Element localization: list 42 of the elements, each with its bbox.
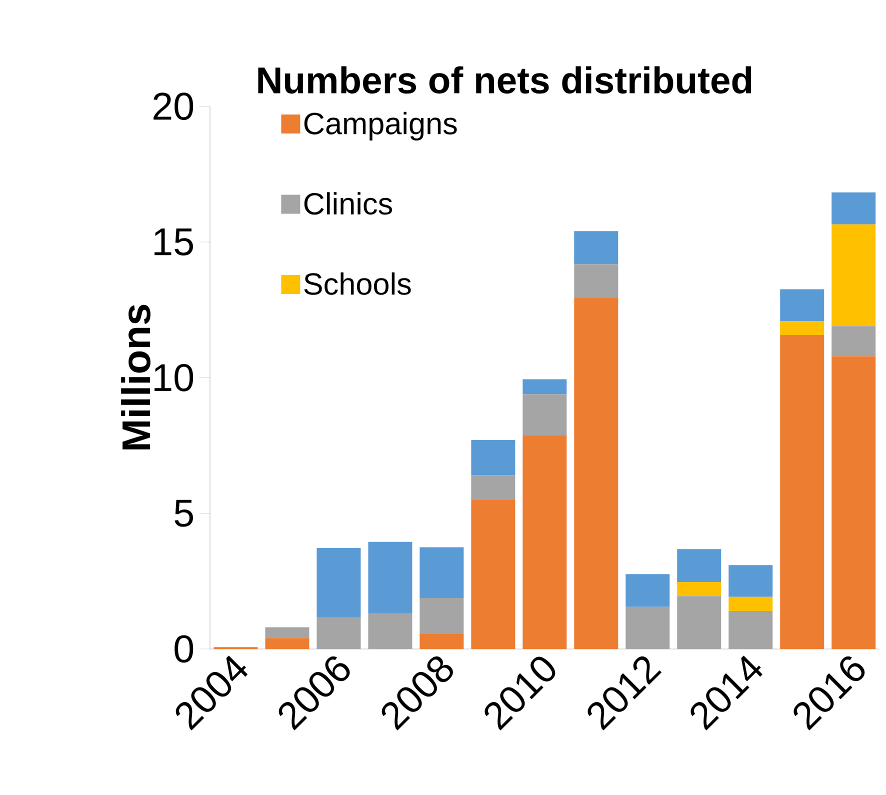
y-tick-label: 20 <box>154 92 194 120</box>
bar <box>265 638 310 649</box>
bar <box>368 542 412 614</box>
bar <box>420 634 464 649</box>
y-tick-label: 15 <box>154 228 193 256</box>
chart-title: Numbers of nets distributed <box>258 66 752 94</box>
bar <box>626 574 670 607</box>
bar <box>677 596 722 649</box>
bar <box>265 627 310 638</box>
legend-label: Campaigns <box>304 112 457 141</box>
bar <box>728 565 773 597</box>
bar <box>522 435 567 649</box>
y-axis-title: Millions <box>121 304 150 450</box>
bar <box>471 475 516 500</box>
bar <box>522 379 567 394</box>
bar <box>677 549 722 582</box>
bar <box>780 335 824 649</box>
bar <box>832 326 876 356</box>
bar <box>780 289 824 322</box>
bar <box>677 582 722 596</box>
y-tick-label: 10 <box>154 364 194 392</box>
legend-label: Clinics <box>304 192 392 215</box>
bar <box>471 500 516 649</box>
bar <box>471 440 516 476</box>
legend-label: Schools <box>304 272 411 295</box>
bar <box>574 231 618 264</box>
y-tick-label: 5 <box>174 500 194 527</box>
bar <box>780 321 824 336</box>
bar <box>832 356 876 649</box>
bar <box>728 596 773 611</box>
bar <box>522 394 567 436</box>
bar <box>832 192 876 224</box>
bar <box>368 614 412 649</box>
bar <box>420 547 464 598</box>
bar <box>574 297 618 649</box>
bar <box>626 606 670 649</box>
bar <box>316 618 361 649</box>
bar <box>420 598 464 634</box>
bar <box>728 611 773 649</box>
bar <box>316 548 361 618</box>
bar <box>832 224 876 326</box>
bar <box>574 264 618 298</box>
